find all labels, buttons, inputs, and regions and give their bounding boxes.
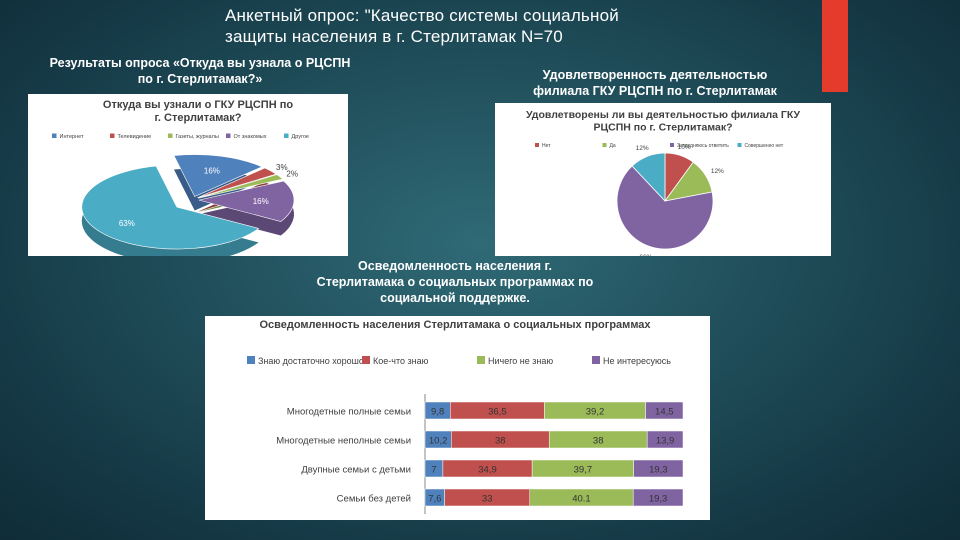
bar1-data-label-4-2: 33 bbox=[482, 494, 493, 505]
pie2-legend-label-1: Нет bbox=[542, 143, 551, 149]
pie2-data-label-3: 66% bbox=[639, 254, 652, 256]
bar1-title-line-1: Осведомленность населения Стерлитамака о… bbox=[259, 319, 651, 331]
bar1-data-label-4-3: 40.1 bbox=[572, 494, 591, 505]
bar1-legend-label-4: Не интересуюсь bbox=[603, 356, 671, 366]
pie1-data-label-3: 2% bbox=[286, 170, 298, 179]
caption-bottom: Осведомленность населения г. Стерлитамак… bbox=[285, 258, 625, 306]
bar1-data-label-2-3: 38 bbox=[593, 436, 604, 447]
caption-right: Удовлетворенность деятельностью филиала … bbox=[495, 67, 815, 99]
caption-left-line1: Результаты опроса «Откуда вы узнала о РЦ… bbox=[49, 56, 351, 70]
pie1-data-label-4: 16% bbox=[253, 197, 269, 206]
pie1-legend-swatch-3 bbox=[168, 133, 173, 138]
bar1-legend-label-2: Кое-что знаю bbox=[373, 356, 429, 366]
chart-satisfaction-panel: Удовлетворены ли вы деятельностью филиал… bbox=[495, 103, 831, 256]
pie1-legend-swatch-2 bbox=[110, 133, 115, 138]
caption-right-line1: Удовлетворенность деятельностью bbox=[542, 68, 768, 82]
pie1-title-line-2: г. Стерлитамак? bbox=[154, 112, 241, 124]
chart-source-panel: Откуда вы узнали о ГКУ РЦСПН по г. Стерли… bbox=[28, 94, 348, 256]
bar1-data-label-1-1: 9,8 bbox=[431, 407, 444, 418]
pie1-data-label-1: 16% bbox=[204, 166, 220, 175]
pie1-legend-label-1: Интернет bbox=[60, 134, 84, 140]
pie2-legend-swatch-3 bbox=[670, 143, 674, 147]
bar1-bar-3-4 bbox=[633, 459, 684, 478]
accent-bar bbox=[822, 0, 848, 92]
pie2-data-label-2: 12% bbox=[711, 168, 724, 175]
pie2-legend-label-2: Да bbox=[610, 143, 616, 149]
bar1-legend-swatch-4 bbox=[592, 356, 600, 364]
chart-source-pie: Откуда вы узнали о ГКУ РЦСПН пог. Стерли… bbox=[52, 99, 309, 256]
pie1-data-label-2: 3% bbox=[276, 163, 288, 172]
bar1-data-label-1-3: 39,2 bbox=[586, 407, 605, 418]
pie1-legend-swatch-1 bbox=[52, 133, 57, 138]
bar1-data-label-1-4: 14,5 bbox=[655, 407, 674, 418]
pie1-slice-5 bbox=[81, 165, 260, 250]
chart-awareness-panel: Осведомленность населения Стерлитамака о… bbox=[205, 316, 710, 520]
pie1-data-label-5: 63% bbox=[119, 219, 135, 228]
bar1-bar-2-4 bbox=[646, 430, 684, 449]
pie1-legend-swatch-4 bbox=[226, 133, 231, 138]
bar1-legend-label-1: Знаю достаточно хорошо bbox=[258, 356, 364, 366]
bar1-category-label-3: Двупные семьи с детьми bbox=[301, 465, 411, 476]
pie1-legend-label-3: Газеты, журналы bbox=[176, 134, 219, 140]
pie2-data-label-4: 12% bbox=[636, 145, 649, 152]
bar1-data-label-4-4: 19,3 bbox=[649, 494, 668, 505]
pie2-slice-3 bbox=[616, 165, 714, 250]
pie2-slice-4 bbox=[631, 152, 666, 203]
caption-left: Результаты опроса «Откуда вы узнала о РЦ… bbox=[20, 55, 380, 87]
pie2-legend-swatch-4 bbox=[737, 143, 742, 147]
pie1-legend-label-5: Другое bbox=[292, 134, 309, 140]
caption-left-line2: по г. Стерлитамак?» bbox=[137, 72, 263, 86]
bar1-data-label-3-4: 19,3 bbox=[649, 465, 668, 476]
pie2-legend-label-3: Затрудняюсь ответить bbox=[677, 143, 729, 149]
pie1-slice-2 bbox=[197, 167, 277, 198]
bar1-data-label-3-1: 7 bbox=[431, 465, 436, 476]
caption-bottom-line3: социальной поддержке. bbox=[380, 291, 530, 305]
bar1-data-label-4-1: 7,6 bbox=[428, 494, 441, 505]
slide-title-line1: Анкетный опрос: "Качество системы социал… bbox=[225, 6, 619, 25]
bar1-bar-1-4 bbox=[645, 401, 684, 420]
bar1-category-label-4: Семьи без детей bbox=[337, 494, 411, 505]
pie2-legend-swatch-2 bbox=[602, 143, 607, 147]
bar1-legend-swatch-2 bbox=[362, 356, 370, 364]
pie1-legend-label-4: От знакомых bbox=[234, 134, 267, 140]
bar1-data-label-1-2: 36,5 bbox=[488, 407, 507, 418]
bar1-data-label-2-4: 13,9 bbox=[656, 436, 675, 447]
slide-title: Анкетный опрос: "Качество системы социал… bbox=[225, 5, 785, 47]
bar1-legend-label-3: Ничего не знаю bbox=[488, 356, 553, 366]
bar1-data-label-2-1: 10,2 bbox=[429, 436, 448, 447]
pie1-slice-1 bbox=[173, 154, 263, 197]
pie2-legend-swatch-1 bbox=[535, 143, 539, 147]
bar1-data-label-3-3: 39,7 bbox=[574, 465, 593, 476]
pie2-title-line-2: РЦСПН по г. Стерлитамак? bbox=[593, 122, 732, 134]
bar1-category-label-2: Многодетные неполные семьи bbox=[276, 436, 411, 447]
caption-bottom-line1: Осведомленность населения г. bbox=[358, 259, 552, 273]
chart-awareness-bar: Осведомленность населения Стерлитамака о… bbox=[247, 319, 684, 514]
pie1-legend-swatch-5 bbox=[284, 133, 289, 138]
bar1-bar-4-4 bbox=[632, 488, 684, 507]
pie1-slice-4 bbox=[198, 180, 295, 222]
bar1-data-label-2-2: 38 bbox=[495, 436, 506, 447]
slide-title-line2: защиты населения в г. Стерлитамак N=70 bbox=[225, 27, 563, 46]
bar1-legend-swatch-3 bbox=[477, 356, 485, 364]
pie1-slice-3 bbox=[198, 174, 284, 199]
pie1-title-line-1: Откуда вы узнали о ГКУ РЦСПН по bbox=[103, 99, 293, 111]
chart-satisfaction-pie: Удовлетворены ли вы деятельностью филиал… bbox=[526, 109, 801, 256]
bar1-legend-swatch-1 bbox=[247, 356, 255, 364]
pie2-legend-label-4: Совершенно нет bbox=[745, 143, 784, 149]
pie2-title-line-1: Удовлетворены ли вы деятельностью филиал… bbox=[526, 109, 801, 121]
bar1-data-label-3-2: 34,9 bbox=[478, 465, 497, 476]
pie1-legend-label-2: Телевидение bbox=[118, 134, 152, 140]
pie2-data-label-1: 10% bbox=[678, 144, 691, 151]
bar1-category-label-1: Многодетные полные семьи bbox=[287, 407, 411, 418]
caption-right-line2: филиала ГКУ РЦСПН по г. Стерлитамак bbox=[533, 84, 777, 98]
caption-bottom-line2: Стерлитамака о социальных программах по bbox=[316, 275, 594, 289]
